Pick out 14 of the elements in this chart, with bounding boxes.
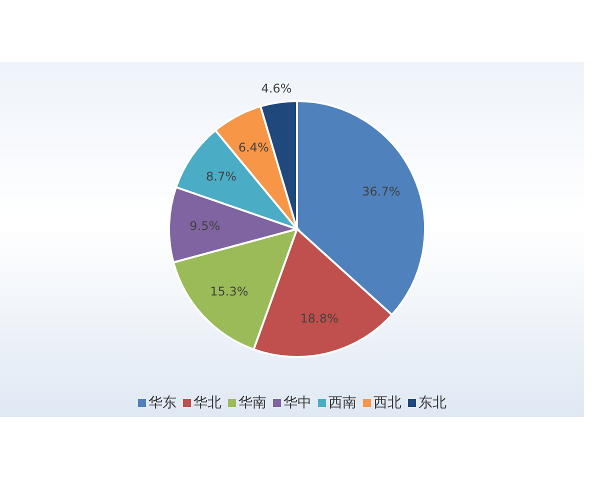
data-label: 4.6% xyxy=(261,81,292,96)
legend-label: 华南 xyxy=(238,394,266,412)
legend-label: 西北 xyxy=(372,394,402,412)
data-label: 6.4% xyxy=(238,140,269,155)
legend-label: 西南 xyxy=(328,394,356,412)
legend-label: 华东 xyxy=(148,394,176,412)
data-label: 9.5% xyxy=(190,218,220,233)
legend-label: 华中 xyxy=(282,394,312,412)
data-label: 18.8% xyxy=(300,311,338,326)
data-label: 36.7% xyxy=(362,184,400,199)
legend-label: 华北 xyxy=(192,394,222,412)
data-label: 15.3% xyxy=(210,284,248,298)
legend-label: 东北 xyxy=(418,394,446,412)
data-label: 8.7% xyxy=(206,169,237,184)
